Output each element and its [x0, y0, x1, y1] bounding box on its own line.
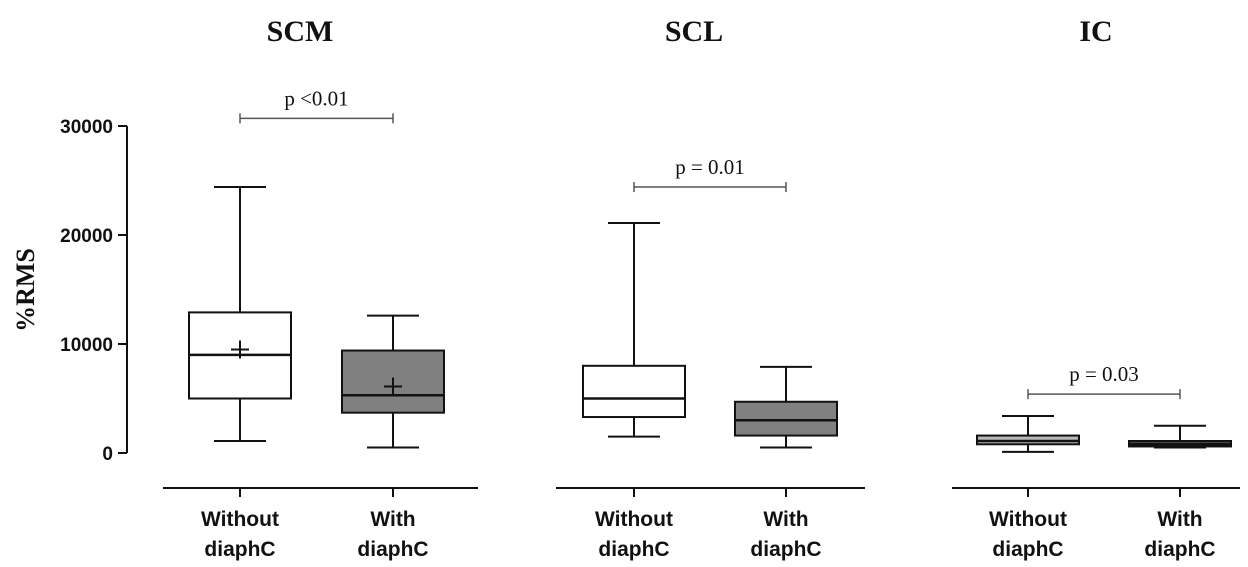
panel-ic-p-value: p = 0.03 — [1069, 362, 1139, 386]
panel-scm-category-label: With diaphC — [357, 508, 428, 561]
panel-ic-box-without-diaphc — [976, 414, 1080, 453]
y-axis-label: %RMS — [11, 248, 40, 332]
panel-ic-category-label: Without diaphC — [989, 508, 1067, 561]
panel-scl-title: SCL — [665, 15, 723, 48]
panel-scl-box-with-diaphc — [734, 365, 838, 449]
y-tick-label: 30000 — [60, 117, 113, 138]
panel-ic-box-with-diaphc — [1128, 424, 1232, 449]
panel-ic-title: IC — [1079, 15, 1112, 48]
y-tick-label: 0 — [102, 444, 113, 465]
panel-scm-title: SCM — [267, 15, 334, 48]
panel-ic-category-label: With diaphC — [1144, 508, 1215, 561]
panel-scm-p-value: p <0.01 — [284, 86, 348, 110]
panel-scm-box-with-diaphc — [341, 314, 445, 449]
panel-scl-box-without-diaphc — [582, 222, 686, 438]
panel-scl-p-value: p = 0.01 — [675, 155, 745, 179]
panel-scl-category-label: Without diaphC — [595, 508, 673, 561]
iqr-box — [582, 364, 686, 419]
iqr-box — [734, 400, 838, 437]
panel-scm-category-label: Without diaphC — [201, 508, 279, 561]
panel-scm-box-without-diaphc — [188, 186, 292, 443]
y-tick-label: 10000 — [60, 335, 113, 356]
panel-scl-category-label: With diaphC — [750, 508, 821, 561]
y-tick-label: 20000 — [60, 226, 113, 247]
